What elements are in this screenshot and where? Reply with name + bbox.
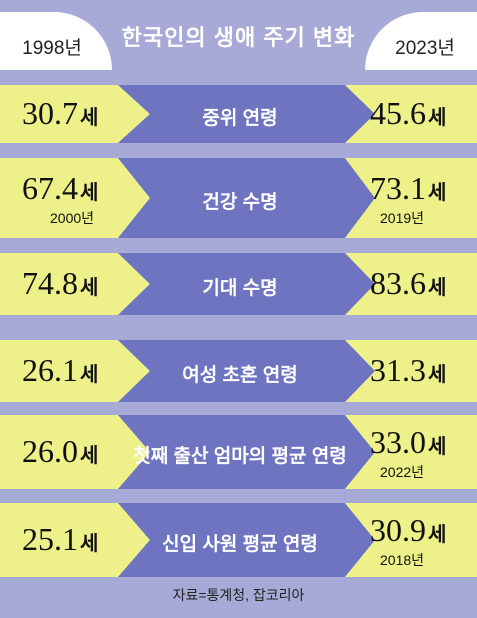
left-value: 74.8 세 [22, 265, 99, 301]
left-year-label: 1998년 [22, 38, 82, 59]
right-value: 33.0 세 [370, 424, 447, 460]
right-value-panel [345, 253, 477, 315]
row-label: 중위 연령 [202, 108, 278, 129]
right-value-panel [345, 158, 477, 238]
row-healthy-life-expectancy: 67.4 세 2000년 건강 수명 73.1 세 2019년 [0, 158, 477, 238]
right-value: 83.6 세 [370, 265, 447, 301]
right-value-panel [345, 340, 477, 402]
left-value: 25.1 세 [22, 521, 99, 557]
label-arrow [118, 158, 375, 238]
right-note: 2018년 [380, 552, 425, 568]
right-value: 45.6 세 [370, 95, 447, 131]
label-arrow [118, 503, 375, 577]
right-value: 31.3 세 [370, 352, 447, 388]
row-label: 건강 수명 [202, 192, 278, 213]
right-value-panel [345, 415, 477, 489]
left-value-panel [0, 503, 150, 577]
right-value: 30.9 세 [370, 512, 447, 548]
left-value-panel [0, 85, 150, 143]
row-life-expectancy: 74.8 세 기대 수명 83.6 세 [0, 253, 477, 315]
right-value: 73.1 세 [370, 170, 447, 206]
left-value-panel [0, 415, 150, 489]
label-arrow [118, 415, 375, 489]
right-year-label: 2023년 [395, 38, 455, 59]
left-note: 2000년 [50, 210, 95, 226]
page-title: 한국인의 생애 주기 변화 [121, 25, 356, 50]
row-new-employee-age: 25.1 세 신입 사원 평균 연령 30.9 세 2018년 [0, 503, 477, 577]
row-label: 기대 수명 [202, 278, 278, 299]
right-note: 2022년 [380, 464, 425, 480]
left-value-panel [0, 158, 150, 238]
label-arrow [118, 253, 375, 315]
left-value-panel [0, 253, 150, 315]
left-value: 26.0 세 [22, 433, 99, 469]
label-arrow [118, 85, 375, 143]
right-note: 2019년 [380, 210, 425, 226]
left-value-panel [0, 340, 150, 402]
right-value-panel [345, 85, 477, 143]
row-label: 첫째 출산 엄마의 평균 연령 [133, 446, 347, 467]
left-value: 30.7 세 [22, 95, 99, 131]
left-value: 26.1 세 [22, 352, 99, 388]
row-label: 신입 사원 평균 연령 [162, 534, 318, 555]
row-label: 여성 초혼 연령 [182, 365, 298, 386]
right-value-panel [345, 503, 477, 577]
row-female-first-marriage-age: 26.1 세 여성 초혼 연령 31.3 세 [0, 340, 477, 402]
row-first-birth-mother-age: 26.0 세 첫째 출산 엄마의 평균 연령 33.0 세 2022년 [0, 415, 477, 489]
left-value: 67.4 세 [22, 170, 99, 206]
label-arrow [118, 340, 375, 402]
source-note: 자료=통계청, 잡코리아 [172, 587, 305, 603]
row-median-age: 30.7 세 중위 연령 45.6 세 [0, 85, 477, 143]
